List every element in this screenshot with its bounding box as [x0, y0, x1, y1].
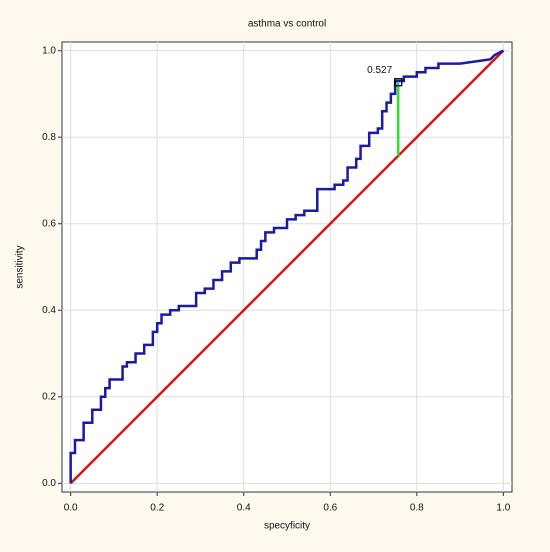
x-axis-label: specyficity [264, 521, 310, 532]
chart-title: asthma vs control [248, 19, 326, 30]
y-tick-label: 0.6 [42, 218, 56, 229]
x-tick-label: 0.6 [323, 503, 337, 514]
annotation-label: 0.527 [367, 65, 392, 76]
x-tick-label: 0.2 [150, 503, 164, 514]
x-tick-label: 0.8 [410, 503, 424, 514]
annotation-marker [394, 78, 403, 87]
y-tick-label: 0.4 [42, 305, 56, 316]
y-axis-label: sensitivity [15, 245, 26, 288]
line [69, 49, 504, 484]
x-tick-label: 1.0 [496, 503, 510, 514]
y-tick-label: 0.0 [42, 478, 56, 489]
x-tick-label: 0.4 [237, 503, 251, 514]
x-tick-label: 0.0 [64, 503, 78, 514]
line [69, 49, 505, 485]
y-tick-label: 1.0 [42, 45, 56, 56]
y-tick-label: 0.8 [42, 132, 56, 143]
y-tick-label: 0.2 [42, 391, 56, 402]
